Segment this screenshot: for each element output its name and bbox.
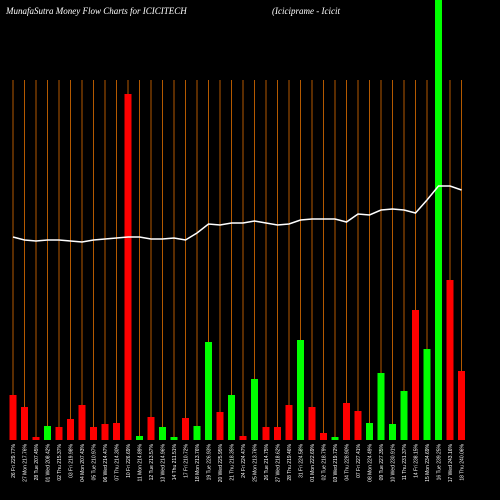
x-tick-label: 10 Fri 226.69% xyxy=(126,443,132,477)
x-tick-label: 10 Wed 230.91% xyxy=(391,443,397,482)
bar xyxy=(67,419,74,440)
x-tick-label: 01 Mon 222.69% xyxy=(310,443,316,481)
x-tick-label: 09 Tue 227.35% xyxy=(379,443,385,480)
bar xyxy=(32,437,40,440)
chart-subtitle: (Iciciprame - Icicit xyxy=(272,6,340,16)
bar xyxy=(320,433,327,440)
x-tick-label: 04 Thu 228.90% xyxy=(345,443,351,480)
x-tick-label: 24 Fri 224.47% xyxy=(241,443,247,477)
bar xyxy=(331,437,339,440)
x-tick-label: 28 Tue 207.45% xyxy=(34,443,40,480)
bar xyxy=(343,403,350,440)
x-tick-label: 18 Mon 213.76% xyxy=(195,443,201,481)
bar xyxy=(228,395,235,440)
x-tick-label: 14 Thu 211.51% xyxy=(172,443,178,480)
x-tick-label: 18 Thu 240.06% xyxy=(460,443,466,480)
x-tick-label: 17 Fri 210.72% xyxy=(184,443,190,477)
bar xyxy=(101,424,109,440)
bar xyxy=(136,436,143,440)
x-tick-label: 02 Tue 218.79% xyxy=(322,443,328,480)
x-tick-label: 03 Wed 219.72% xyxy=(333,443,339,482)
bar xyxy=(147,417,155,440)
bar xyxy=(124,94,132,440)
x-tick-label: 11 Thu 231.37% xyxy=(402,443,408,480)
x-tick-label: 11 Mon 214.89% xyxy=(138,443,144,481)
x-tick-label: 26 Fri 229.77% xyxy=(11,443,17,477)
bar xyxy=(400,391,408,440)
bar xyxy=(308,407,316,440)
x-tick-label: 19 Tue 226.93% xyxy=(207,443,213,480)
bar xyxy=(446,280,454,440)
bar xyxy=(113,423,120,440)
x-tick-label: 27 Mon 217.76% xyxy=(23,443,29,481)
x-tick-label: 31 Fri 224.58% xyxy=(299,443,305,477)
bar xyxy=(170,437,178,440)
bar xyxy=(285,405,293,440)
bar xyxy=(251,379,258,440)
bar xyxy=(159,427,166,440)
bar xyxy=(182,418,189,440)
x-tick-label: 15 Mon 234.69% xyxy=(425,443,431,481)
x-tick-label: 27 Wed 218.62% xyxy=(276,443,282,482)
bar xyxy=(297,340,304,440)
x-tick-label: 02 Thu 215.37% xyxy=(57,443,63,480)
x-tick-label: 20 Wed 225.95% xyxy=(218,443,224,482)
money-flow-line xyxy=(12,185,462,243)
x-tick-label: 01 Wed 208.42% xyxy=(46,443,52,482)
x-tick-label: 07 Fri 227.41% xyxy=(356,443,362,477)
bar xyxy=(193,426,201,440)
x-tick-label: 07 Thu 214.30% xyxy=(115,443,121,480)
bar xyxy=(412,310,419,440)
bar xyxy=(366,423,373,440)
x-tick-label: 13 Wed 214.96% xyxy=(161,443,167,482)
x-tick-label: 05 Tue 210.97% xyxy=(92,443,98,480)
bar xyxy=(423,349,431,440)
x-tick-label: 25 Mon 213.76% xyxy=(253,443,259,481)
bar xyxy=(389,424,396,440)
bar xyxy=(21,407,28,440)
bar xyxy=(216,412,224,440)
bar xyxy=(78,405,86,440)
x-tick-label: 12 Tue 213.57% xyxy=(149,443,155,480)
x-tick-label: 16 Tue 239.25% xyxy=(437,443,443,480)
x-tick-label: 17 Wed 243.16% xyxy=(448,443,454,482)
bar xyxy=(377,373,385,440)
bar xyxy=(435,0,442,440)
bar xyxy=(55,427,63,440)
bar xyxy=(44,426,51,440)
x-tick-label: 03 Fri 219.98% xyxy=(69,443,75,477)
chart-title: MunafaSutra Money Flow Charts for ICICIT… xyxy=(5,6,187,16)
x-tick-label: 28 Thu 219.46% xyxy=(287,443,293,480)
bar xyxy=(274,427,281,440)
x-tick-label: 04 Mon 207.43% xyxy=(80,443,86,481)
x-tick-label: 14 Fri 238.15% xyxy=(414,443,420,477)
x-tick-label: 21 Thu 218.35% xyxy=(230,443,236,480)
bar xyxy=(205,342,212,440)
x-tick-label: 08 Mon 224.49% xyxy=(368,443,374,481)
bar xyxy=(9,395,17,440)
bar xyxy=(354,411,362,440)
bar xyxy=(239,436,247,440)
x-tick-label: 26 Tue 214.75% xyxy=(264,443,270,480)
x-tick-label: 06 Wed 214.47% xyxy=(103,443,109,482)
bar xyxy=(262,427,270,440)
bar xyxy=(90,427,97,440)
bar xyxy=(458,371,465,440)
